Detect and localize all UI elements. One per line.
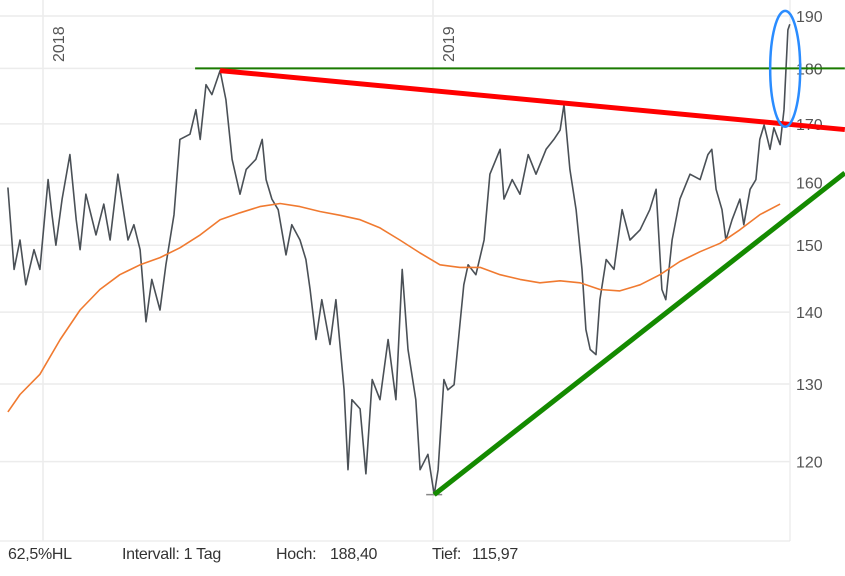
- y-tick-label: 120: [796, 455, 823, 472]
- grid: [0, 0, 791, 542]
- y-tick-label: 160: [796, 176, 823, 193]
- low-value: 115,97: [472, 546, 518, 563]
- scale-label: 62,5%HL: [8, 546, 72, 563]
- x-tick-label: 2018: [51, 26, 68, 62]
- price-line: [7, 23, 791, 496]
- y-tick-label: 130: [796, 377, 823, 394]
- y-tick-label: 190: [796, 9, 823, 26]
- y-tick-label: 140: [796, 305, 823, 322]
- x-tick-label: 2019: [441, 26, 458, 62]
- low-label: Tief:: [432, 546, 462, 563]
- highlight-ellipse: [768, 9, 802, 128]
- high-label: Hoch:: [276, 546, 317, 563]
- resistance-trendline-line: [219, 68, 845, 133]
- x-axis-labels: 2018 2019: [51, 26, 458, 62]
- moving-average-line: [7, 202, 781, 413]
- high-value: 188,40: [330, 546, 378, 563]
- series-layer: [7, 23, 791, 496]
- interval-label: Intervall: 1 Tag: [122, 546, 221, 563]
- annotation-layer: [195, 9, 845, 497]
- y-axis-labels: 120130140150160170180190: [796, 9, 823, 472]
- y-tick-label: 150: [796, 238, 823, 255]
- support-trendline-line: [432, 171, 845, 497]
- y-tick-label: 180: [796, 61, 823, 78]
